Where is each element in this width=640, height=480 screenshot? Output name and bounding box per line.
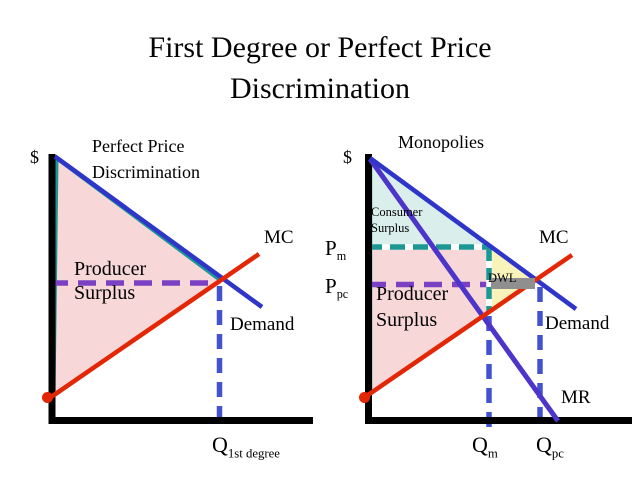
right-price-monopoly-base: P	[325, 236, 337, 260]
right-price-competitive-base: P	[325, 274, 337, 298]
left-quantity-label-sub: 1st degree	[227, 446, 280, 461]
left-producer-surplus-line2: Surplus	[74, 282, 136, 304]
right-quantity-monopoly-sub: m	[487, 446, 498, 461]
dwl-label-shadow	[491, 278, 535, 289]
left-producer-surplus-line1: Producer	[74, 258, 147, 280]
right-mr-label: MR	[561, 387, 591, 408]
slide-title-line1: First Degree or Perfect Price	[148, 31, 492, 64]
right-mc-curve	[363, 253, 574, 399]
left-mc-endpoint-dot	[42, 392, 53, 403]
right-price-monopoly-sub: m	[336, 249, 347, 264]
right-mc-endpoint-dot	[359, 392, 370, 403]
left-chart-heading-line1: Perfect Price	[92, 136, 185, 156]
right-consumer-surplus-line2: Surplus	[371, 220, 410, 235]
left-chart-heading: Perfect Price Discrimination	[92, 133, 200, 185]
right-quantity-competitive-base: Q	[536, 432, 552, 457]
right-producer-surplus-line1: Producer	[376, 283, 449, 305]
right-consumer-surplus-label: Consumer Surplus	[371, 205, 422, 236]
right-quantity-competitive-label: Qpc	[536, 432, 564, 461]
right-quantity-monopoly-base: Q	[472, 432, 488, 457]
right-producer-surplus-label: Producer Surplus	[376, 281, 448, 333]
left-chart-heading-line2: Discrimination	[92, 162, 200, 182]
right-consumer-surplus-line1: Consumer	[371, 205, 423, 219]
right-demand-label: Demand	[545, 313, 610, 334]
left-quantity-label-base: Q	[212, 432, 228, 457]
right-price-monopoly-label: Pm	[325, 236, 347, 264]
right-price-competitive-sub: pc	[336, 287, 349, 302]
slide-title: First Degree or Perfect Price Discrimina…	[0, 27, 640, 109]
right-producer-surplus-line2: Surplus	[376, 309, 438, 331]
left-mc-curve	[49, 252, 261, 399]
left-producer-surplus-label: Producer Surplus	[74, 257, 146, 305]
right-chart-heading: Monopolies	[398, 132, 485, 152]
left-y-axis-label: $	[30, 147, 39, 167]
right-price-competitive-label: Ppc	[325, 274, 349, 302]
right-demand-curve	[368, 156, 578, 311]
left-demand-label: Demand	[230, 314, 295, 335]
right-dwl-label: DWL	[488, 271, 517, 285]
right-mr-curve	[367, 157, 561, 423]
slide-title-line2: Discrimination	[230, 72, 410, 105]
left-quantity-label: Q1st degree	[212, 432, 280, 461]
right-quantity-competitive-sub: pc	[551, 446, 564, 461]
right-y-axis-label: $	[343, 147, 352, 167]
left-demand-curve	[53, 154, 264, 309]
left-mc-label: MC	[264, 227, 294, 248]
right-mc-label: MC	[539, 227, 569, 248]
right-quantity-monopoly-label: Qm	[472, 432, 498, 461]
